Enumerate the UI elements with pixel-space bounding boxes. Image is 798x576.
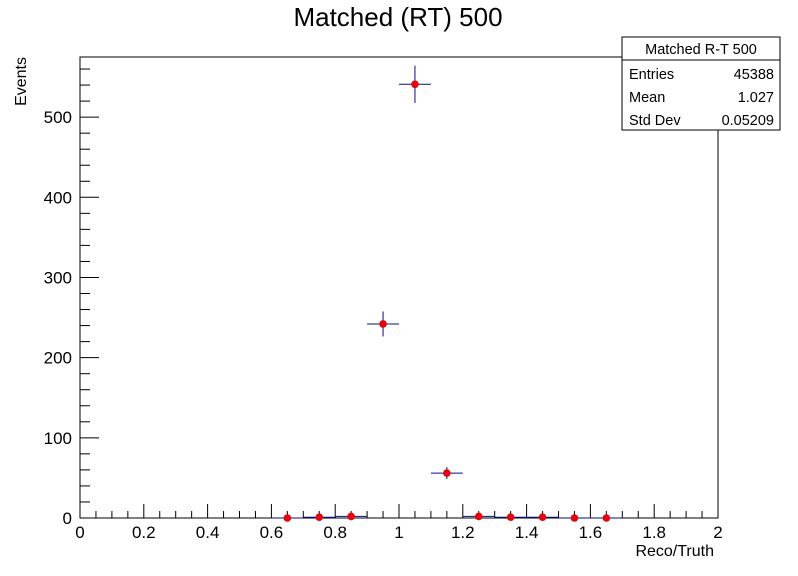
data-point [474, 512, 483, 521]
stats-stddev-label: Std Dev [629, 113, 681, 129]
data-point [602, 514, 611, 522]
data-point [411, 80, 419, 89]
stats-box-frame [621, 36, 781, 131]
y-tick-label: 100 [44, 429, 72, 448]
data-point [538, 513, 547, 521]
chart-title: Matched (RT) 500 [293, 2, 502, 32]
y-tick-label: 400 [44, 188, 72, 207]
x-axis-tick-labels: 0 0.2 0.4 0.6 0.8 1 1.2 1.4 1.6 1.8 2 [75, 523, 722, 542]
x-axis-ticks [79, 504, 719, 518]
y-tick-label: 200 [44, 349, 72, 368]
x-tick-label: 0 [75, 523, 84, 542]
stats-box-name: Matched R-T 500 [645, 42, 757, 58]
y-tick-label: 500 [44, 108, 72, 127]
x-tick-label: 1.2 [451, 523, 475, 542]
data-point [283, 514, 292, 522]
data-point [443, 469, 451, 477]
x-tick-label: 1 [394, 523, 403, 542]
x-tick-label: 0.4 [196, 523, 220, 542]
data-point [570, 514, 579, 522]
x-tick-label: 0.2 [132, 523, 156, 542]
y-tick-label: 0 [63, 509, 72, 528]
x-tick-label: 1.8 [642, 523, 666, 542]
data-point [506, 513, 515, 521]
x-tick-label: 1.4 [515, 523, 539, 542]
stats-stddev-value: 0.05209 [722, 113, 774, 129]
stats-box: Matched R-T 500 Entries 45388 Mean 1.027… [621, 36, 781, 131]
x-tick-label: 0.8 [323, 523, 347, 542]
x-tick-label: 1.6 [579, 523, 603, 542]
data-point [315, 513, 324, 521]
y-axis-ticks [80, 68, 99, 519]
y-axis-title: Events [13, 57, 30, 106]
stats-entries-label: Entries [629, 67, 674, 83]
x-axis-title: Reco/Truth [635, 543, 714, 560]
y-tick-label: 300 [44, 268, 72, 287]
stats-mean-label: Mean [629, 90, 665, 106]
x-tick-label: 0.6 [260, 523, 284, 542]
data-point [379, 320, 387, 328]
x-tick-label: 2 [713, 523, 722, 542]
stats-mean-value: 1.027 [738, 90, 774, 106]
y-axis-tick-labels: 0 100 200 300 400 500 [44, 108, 72, 528]
stats-entries-value: 45388 [734, 67, 774, 83]
data-point [347, 512, 355, 521]
data-series [271, 65, 623, 522]
